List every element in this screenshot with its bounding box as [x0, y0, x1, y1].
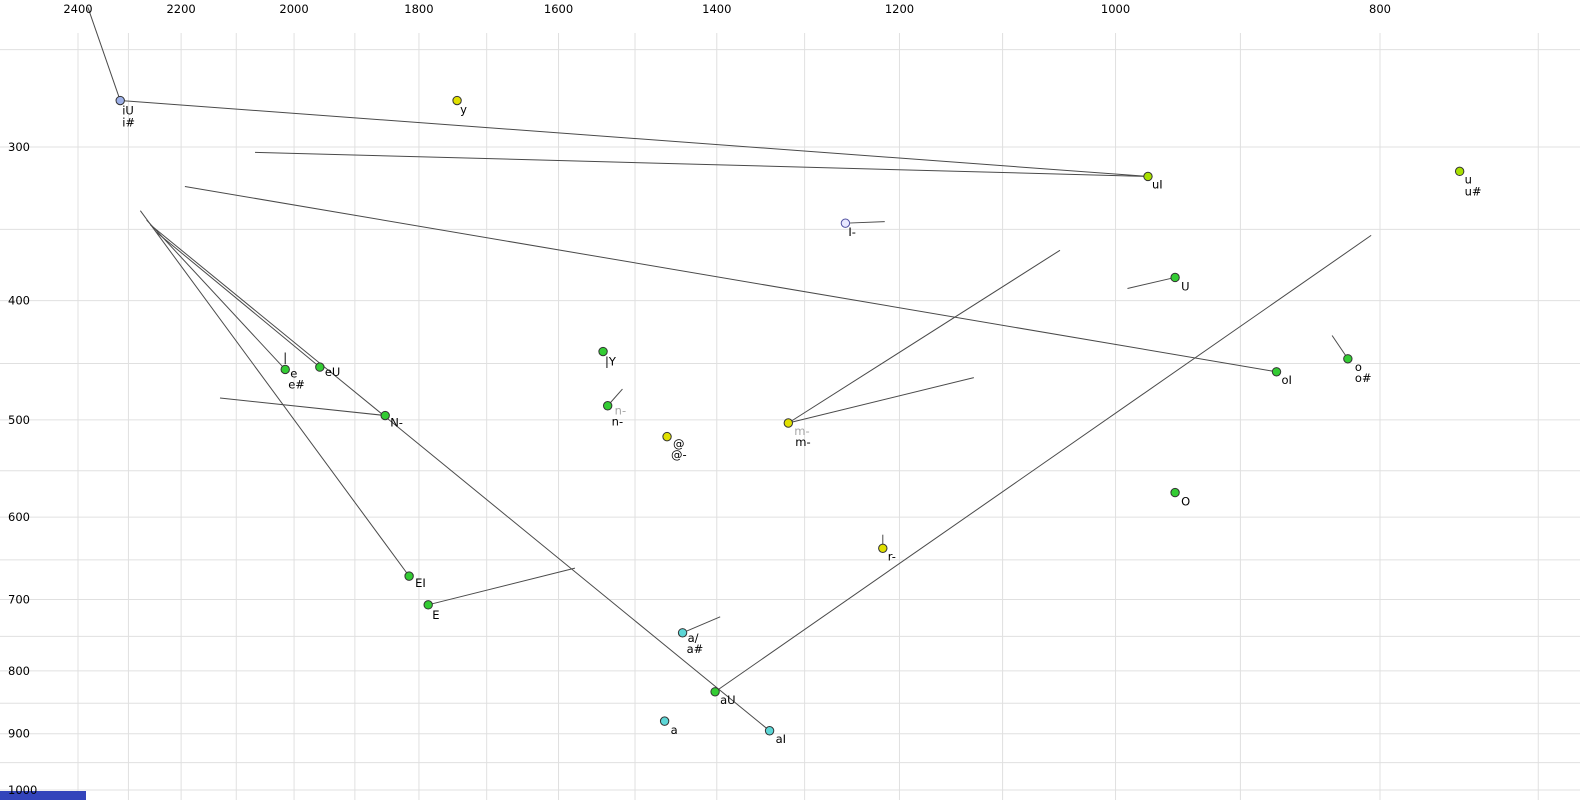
vowel-point-a [659, 716, 670, 726]
vowel-point-e [280, 364, 290, 375]
vowel-point-y [452, 95, 462, 106]
vowel-point-|Y [598, 346, 608, 357]
vowel-point-uI [1143, 171, 1153, 182]
y-axis-tick-label: 1000 [8, 783, 37, 797]
trajectory-line [682, 616, 721, 634]
y-axis-tick-label: 900 [8, 727, 30, 741]
vowel-label-u: u# [1465, 184, 1482, 198]
vowel-point-m- [783, 418, 794, 428]
trajectory-line [845, 221, 885, 224]
trajectory-line [139, 210, 410, 577]
vowel-label-a: a [671, 723, 678, 737]
trajectory-line [219, 397, 386, 417]
vowel-label-uI: uI [1152, 177, 1163, 191]
vowel-point-E [423, 600, 433, 610]
vowel-point-@ [662, 431, 672, 442]
vowel-label-|Y: |Y [605, 355, 617, 369]
vowel-label-oI: oI [1282, 373, 1292, 387]
x-axis-tick-label: 2200 [166, 2, 195, 16]
vowel-point-N- [380, 410, 390, 421]
vowel-label-a/: a# [687, 642, 704, 656]
vowel-label-@: @- [671, 448, 687, 462]
vowel-point-U [1170, 272, 1180, 283]
vowel-point-EI [404, 571, 414, 581]
x-axis-tick-label: 1400 [702, 2, 731, 16]
trajectory-line [788, 377, 974, 424]
vowel-label-u: u [1465, 172, 1472, 186]
x-axis-tick-label: 1200 [885, 2, 914, 16]
trajectory-line [156, 231, 321, 368]
trajectory-line [149, 224, 770, 732]
vowel-label-U: U [1181, 279, 1189, 293]
vowel-label-o: o [1355, 360, 1362, 374]
x-axis-tick-label: 1000 [1101, 2, 1130, 16]
vowel-label-n-: n- [615, 404, 626, 418]
vowel-point-aU [710, 687, 720, 697]
vowel-point-oI [1271, 367, 1282, 377]
y-axis-tick-label: 500 [8, 413, 30, 427]
x-axis-tick-label: 2000 [279, 2, 308, 16]
y-axis-tick-label: 300 [8, 140, 30, 154]
bottom-left-marker [0, 791, 86, 800]
vowel-label-m-: m- [795, 435, 810, 449]
vowel-label-O: O [1181, 495, 1190, 509]
vowel-label-n-: n- [612, 415, 623, 429]
vowel-point-o [1343, 354, 1353, 364]
trajectory-line [788, 249, 1061, 424]
trajectory-line [714, 234, 1372, 693]
vowel-point-a/ [677, 628, 688, 638]
vowel-label-eU: eU [325, 365, 341, 379]
vowel-label-EI: EI [415, 576, 426, 590]
vowel-point-iU [115, 95, 125, 106]
y-axis-tick-label: 600 [8, 510, 30, 524]
vowel-point-r- [878, 543, 888, 554]
vowel-label-e: e [290, 366, 297, 380]
vowel-label-aI: aI [776, 732, 786, 746]
vowel-point-I- [840, 218, 851, 228]
trajectory-line [87, 7, 121, 101]
y-axis-tick-label: 700 [8, 593, 30, 607]
trajectory-line [1127, 276, 1176, 289]
vowel-label-iU: iU [122, 104, 134, 118]
vowel-label-E: E [432, 608, 439, 622]
vowel-label-N-: N- [390, 416, 403, 430]
vowel-point-aI [764, 726, 775, 736]
vowel-label-y: y [460, 103, 467, 117]
vowel-label-o: o# [1355, 371, 1372, 385]
trajectory-line [146, 219, 286, 370]
y-axis-tick-label: 800 [8, 664, 30, 678]
vowel-label-I-: I- [848, 225, 856, 239]
vowel-label-m-: m- [794, 424, 809, 438]
vowel-point-n- [602, 401, 613, 411]
vowel-point-eU [315, 362, 325, 372]
vowel-label-a/: a/ [688, 631, 699, 645]
x-axis-tick-label: 1600 [544, 2, 573, 16]
trajectory-line [120, 100, 1149, 177]
trajectory-line [184, 185, 1277, 373]
vowel-label-r-: r- [888, 549, 896, 563]
x-axis-tick-label: 2400 [63, 2, 92, 16]
trajectory-line [428, 567, 576, 606]
x-axis-tick-label: 1800 [404, 2, 433, 16]
y-axis-tick-label: 400 [8, 294, 30, 308]
vowel-point-u [1454, 166, 1465, 177]
vowel-label-aU: aU [720, 693, 735, 707]
vowel-label-e: e# [288, 377, 305, 391]
vowel-label-@: @ [673, 437, 685, 451]
x-axis-tick-label: 800 [1369, 2, 1391, 16]
vowel-label-e: | [283, 350, 287, 364]
vowel-point-O [1170, 487, 1180, 498]
vowel-label-iU: i# [122, 116, 135, 130]
trajectory-line [255, 151, 1148, 177]
